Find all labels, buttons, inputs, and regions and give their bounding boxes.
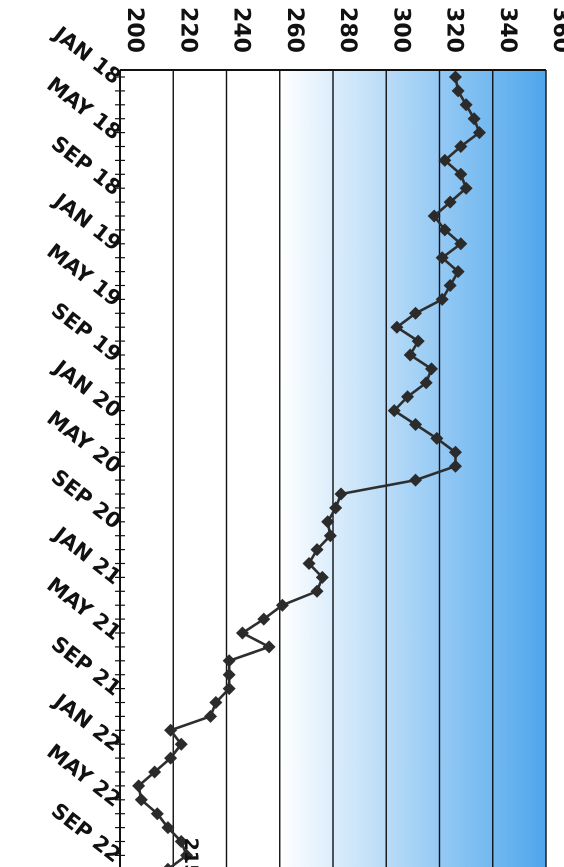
data-label: 215	[180, 838, 202, 867]
data-point	[329, 501, 343, 515]
data-point	[451, 265, 465, 279]
data-point	[435, 292, 449, 306]
data-point	[321, 515, 335, 529]
category-tick-label: SEP 20	[47, 465, 126, 534]
value-tick-label: 240	[229, 7, 254, 53]
data-point	[161, 821, 175, 835]
data-point	[275, 598, 289, 612]
data-point	[180, 848, 194, 862]
data-point	[448, 445, 462, 459]
data-point	[334, 487, 348, 501]
value-tick-label: 280	[335, 7, 360, 53]
data-point	[438, 153, 452, 167]
data-point	[257, 612, 271, 626]
data-point	[448, 459, 462, 473]
data-point	[163, 862, 173, 867]
value-tick-label: 260	[282, 7, 307, 53]
data-labels: 215	[180, 838, 202, 867]
value-tick-label: 200	[122, 7, 147, 53]
data-point	[409, 473, 423, 487]
data-point	[454, 140, 468, 153]
data-point	[174, 835, 188, 848]
value-tick-label: 340	[495, 7, 520, 53]
data-point	[315, 570, 329, 584]
data-point	[222, 668, 236, 682]
data-point	[222, 682, 236, 696]
data-point	[454, 237, 468, 251]
data-point	[451, 84, 465, 98]
data-point	[164, 723, 178, 737]
data-point	[401, 390, 415, 404]
data-point	[443, 279, 457, 292]
data-point	[235, 626, 249, 640]
data-point	[174, 737, 188, 751]
data-point	[387, 404, 401, 418]
data-point	[132, 779, 146, 793]
data-point	[443, 195, 457, 209]
data-point	[262, 640, 276, 654]
data-point	[425, 362, 439, 376]
data-point	[472, 126, 486, 140]
data-point	[323, 529, 337, 543]
data-point	[302, 557, 316, 570]
data-point	[148, 765, 162, 779]
data-point	[204, 709, 218, 723]
data-point	[409, 418, 423, 431]
category-tick-label: SEP 21	[47, 632, 126, 701]
data-point	[459, 98, 473, 112]
data-point	[134, 793, 148, 807]
series-markers	[132, 70, 486, 867]
data-point	[150, 807, 164, 821]
data-point	[409, 306, 423, 320]
data-point	[403, 348, 417, 362]
data-point	[390, 320, 404, 334]
data-point	[448, 70, 462, 84]
data-point	[454, 167, 468, 181]
category-tick-label: SEP 19	[47, 298, 126, 367]
value-tick-label: 300	[388, 7, 413, 53]
data-point	[427, 209, 441, 223]
category-tick-label: SEP 22	[47, 798, 126, 867]
data-point	[467, 112, 481, 126]
data-point	[430, 431, 444, 445]
gradient-band	[279, 70, 546, 867]
value-tick-label: 220	[175, 7, 200, 53]
data-point	[310, 584, 324, 598]
data-point	[459, 181, 473, 195]
category-tick-label: SEP 18	[47, 131, 126, 200]
value-tick-label: 360	[548, 7, 564, 53]
data-point	[419, 376, 433, 390]
data-point	[209, 696, 223, 709]
data-point	[310, 543, 324, 557]
value-tick-label: 320	[442, 7, 467, 53]
data-point	[222, 654, 236, 668]
data-point	[438, 223, 452, 237]
data-point	[435, 251, 449, 265]
data-point	[411, 334, 425, 348]
value-tick-labels: 200 220 240 260 280 300 320 340 360	[122, 7, 564, 53]
data-point	[164, 751, 178, 765]
